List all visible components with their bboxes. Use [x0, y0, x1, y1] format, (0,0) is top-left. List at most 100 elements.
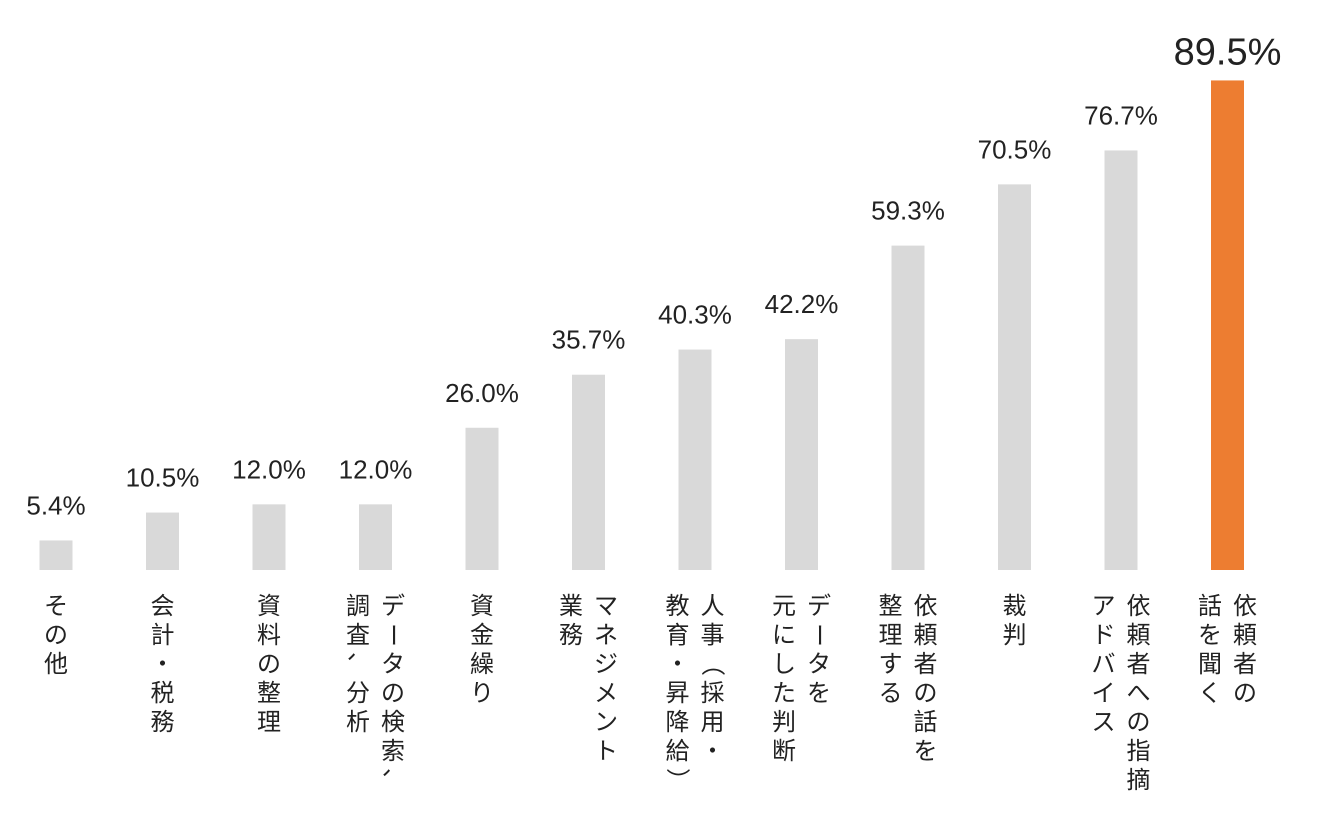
category-label-6-line-0-char-3: 採: [701, 679, 725, 707]
category-label-1-line-0-char-1: 計: [151, 621, 175, 649]
category-label-3-line-0-char-6: 、: [379, 768, 407, 792]
bar-6: [678, 349, 712, 570]
category-label-8-line-0-char-2: 者: [914, 650, 938, 678]
category-label-8-line-0-char-4: 話: [914, 708, 938, 736]
category-label-10-line-1-char-1: ド: [1092, 621, 1116, 649]
category-label-11-line-0-char-2: 者: [1233, 650, 1257, 678]
category-label-0-line-0-char-2: 他: [44, 650, 68, 678]
category-label-11-line-1-char-1: を: [1198, 621, 1222, 649]
value-label-7: 42.2%: [765, 289, 839, 319]
category-label-8-line-0-char-5: を: [914, 737, 938, 765]
category-label-10-line-0-char-4: の: [1127, 708, 1151, 736]
category-label-11-line-0-char-0: 依: [1233, 592, 1257, 620]
bar-1: [146, 512, 179, 570]
category-label-7-line-1-char-3: た: [772, 679, 796, 707]
category-label-8-line-1-char-1: 理: [879, 621, 903, 649]
category-label-5-line-0-char-3: メ: [594, 679, 618, 707]
category-labels-group: その他会計・税務資料の整理データの検索、調査、分析資金繰りマネジメント業務人事（…: [44, 592, 1257, 794]
category-label-7-line-1-char-0: 元: [772, 592, 796, 620]
category-label-3-line-0-char-5: 索: [381, 737, 405, 765]
category-label-8-line-1-char-3: る: [879, 679, 903, 707]
category-label-7-line-1-char-1: に: [772, 621, 796, 649]
bar-5: [572, 374, 605, 570]
bar-11: [1211, 80, 1244, 570]
value-labels-group: 5.4% 10.5% 12.0% 12.0% 26.0% 35.7% 40.3% 42.2% 5…: [26, 31, 1281, 520]
category-label-9-line-0-char-0: 裁: [1003, 592, 1027, 620]
category-label-3-line-0-char-2: タ: [381, 650, 405, 678]
category-label-7-line-0-char-3: を: [807, 679, 831, 707]
category-label-6-line-1-char-4: 降: [666, 708, 690, 736]
value-label-5: 35.7%: [552, 325, 626, 355]
category-label-5-line-0-char-4: ン: [594, 708, 618, 736]
category-label-3-line-1-char-0: 調: [346, 592, 370, 620]
category-label-4-line-0-char-1: 金: [470, 621, 494, 649]
value-label-9: 70.5%: [978, 134, 1052, 164]
category-label-2-line-0-char-0: 資: [257, 592, 281, 620]
category-label-8-line-0-char-3: の: [914, 679, 938, 707]
category-label-11-line-0-char-3: の: [1233, 679, 1257, 707]
category-label-3-line-1-char-4: 析: [346, 708, 370, 736]
category-label-3-line-0-char-0: デ: [381, 592, 405, 620]
category-label-6-line-1-char-6: ）: [664, 768, 692, 792]
category-label-4-line-0-char-3: り: [470, 679, 494, 707]
category-label-8-line-1-char-0: 整: [879, 592, 903, 620]
category-label-5-line-0-char-1: ネ: [594, 621, 618, 649]
bar-9: [998, 184, 1031, 571]
category-label-10-line-1-char-0: ア: [1092, 592, 1116, 620]
category-label-10-line-0-char-5: 指: [1127, 737, 1151, 765]
category-label-0-line-0-char-0: そ: [44, 592, 68, 620]
category-label-6-line-0-char-1: 事: [701, 621, 725, 649]
bar-8: [891, 245, 925, 570]
category-label-1-line-0-char-2: ・: [151, 650, 175, 678]
category-label-3-line-1-char-3: 分: [346, 679, 370, 707]
category-label-10-line-1-char-2: バ: [1092, 650, 1116, 678]
category-label-1-line-0-char-4: 務: [151, 708, 175, 736]
category-label-6-line-0-char-4: 用: [701, 708, 725, 736]
bar-3: [359, 504, 392, 570]
category-label-6-line-0-char-0: 人: [701, 592, 725, 620]
category-label-8-line-0-char-1: 頼: [914, 621, 938, 649]
category-label-10-line-0-char-1: 頼: [1127, 621, 1151, 649]
category-label-9-line-0-char-1: 判: [1003, 621, 1027, 649]
category-label-5-line-0-char-5: ト: [594, 737, 618, 765]
category-label-8-line-1-char-2: す: [879, 650, 903, 678]
category-label-4-line-0-char-0: 資: [470, 592, 494, 620]
category-label-2-line-0-char-1: 料: [257, 621, 281, 649]
category-label-10-line-0-char-6: 摘: [1127, 766, 1151, 794]
category-label-7-line-0-char-1: ー: [805, 623, 833, 647]
category-label-2-line-0-char-3: 整: [257, 679, 281, 707]
value-label-1: 10.5%: [126, 463, 200, 493]
category-label-10-line-1-char-4: ス: [1092, 708, 1116, 736]
value-label-11: 89.5%: [1174, 31, 1282, 73]
bars-group: [39, 80, 1244, 571]
category-label-10-line-0-char-2: 者: [1127, 650, 1151, 678]
category-label-11-line-1-char-3: く: [1198, 679, 1222, 707]
category-label-10-line-1-char-3: イ: [1092, 679, 1116, 707]
category-label-11-line-0-char-1: 頼: [1233, 621, 1257, 649]
category-label-5-line-1-char-1: 務: [559, 621, 583, 649]
category-label-5-line-0-char-2: ジ: [594, 650, 618, 678]
bar-7: [785, 339, 818, 570]
category-label-5-line-0-char-0: マ: [594, 592, 618, 620]
category-label-6-line-1-char-3: 昇: [666, 679, 690, 707]
category-label-4-line-0-char-2: 繰: [470, 650, 494, 678]
category-label-1-line-0-char-0: 会: [151, 592, 175, 620]
bar-2: [252, 504, 286, 570]
value-label-0: 5.4%: [26, 490, 85, 520]
value-label-3: 12.0%: [339, 454, 413, 484]
category-label-2-line-0-char-4: 理: [257, 708, 281, 736]
bar-10: [1104, 150, 1138, 571]
bar-4: [465, 427, 499, 570]
category-label-5-line-1-char-0: 業: [559, 592, 583, 620]
category-label-3-line-0-char-4: 検: [381, 708, 405, 736]
category-label-11-line-1-char-2: 聞: [1198, 650, 1222, 678]
category-label-3-line-1-char-2: 、: [344, 652, 372, 676]
category-label-6-line-1-char-2: ・: [666, 650, 690, 678]
value-label-4: 26.0%: [445, 378, 519, 408]
bar-0: [39, 540, 73, 570]
category-label-7-line-1-char-2: し: [772, 650, 796, 678]
category-label-11-line-1-char-0: 話: [1198, 592, 1222, 620]
category-label-6-line-1-char-5: 給: [666, 737, 690, 765]
category-label-3-line-1-char-1: 査: [346, 621, 370, 649]
